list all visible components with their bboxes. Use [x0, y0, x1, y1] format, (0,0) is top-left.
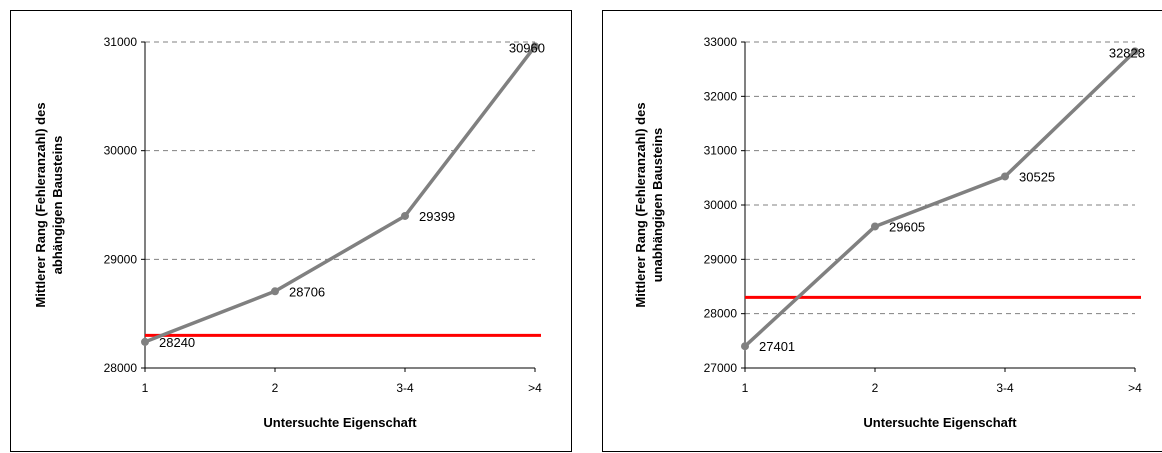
y-tick-label: 27000 [704, 361, 738, 375]
x-tick-label: >4 [528, 381, 542, 395]
data-label: 27401 [759, 339, 795, 354]
data-label: 28240 [159, 335, 195, 350]
series-line [743, 50, 1137, 348]
y-tick-label: 28000 [104, 361, 138, 375]
x-axis-title: Untersuchte Eigenschaft [863, 415, 1017, 430]
data-point [141, 337, 149, 346]
y-axis-title-line: Mittlerer Rang (Fehleranzahl) des [33, 102, 48, 307]
data-point [1001, 172, 1009, 181]
y-tick-label: 31000 [704, 144, 738, 158]
y-tick-label: 31000 [104, 35, 138, 49]
y-tick-label: 28000 [704, 307, 738, 321]
line-chart-right: 27000 28000 29000 30000 31000 32000 33000 1 2 3-4… [633, 35, 1145, 430]
series-line [144, 45, 537, 344]
data-point [1131, 47, 1139, 56]
x-axis-title: Untersuchte Eigenschaft [263, 415, 417, 430]
y-tick-label: 29000 [104, 252, 138, 266]
x-tick-label: 1 [142, 381, 149, 395]
data-point [531, 42, 539, 51]
y-axis-title-line: unabhängigen Bausteins [650, 128, 665, 283]
x-tick-label: >4 [1128, 381, 1142, 395]
data-point [271, 287, 279, 296]
x-tick-label: 1 [742, 381, 749, 395]
data-label: 30525 [1019, 169, 1055, 184]
data-point [871, 222, 879, 231]
y-tick-label: 30000 [104, 144, 138, 158]
data-label: 30960 [509, 40, 545, 55]
chart-panel-right: 27000 28000 29000 30000 31000 32000 33000 1 2 3-4… [602, 10, 1162, 452]
x-tick-label: 3-4 [996, 381, 1014, 395]
data-point [741, 342, 749, 351]
y-axis-title-line: Mittlerer Rang (Fehleranzahl) des [633, 102, 648, 307]
x-tick-label: 2 [872, 381, 879, 395]
y-tick-label: 32000 [704, 89, 738, 103]
data-point [401, 211, 409, 220]
data-label: 29399 [419, 209, 455, 224]
chart-panel-left: 28000 29000 30000 31000 1 2 3-4 >4 28240 28706 293… [10, 10, 572, 452]
data-label: 29605 [889, 219, 925, 234]
x-tick-label: 2 [272, 381, 279, 395]
y-tick-label: 30000 [704, 198, 738, 212]
data-label: 28706 [289, 284, 325, 299]
line-chart-left: 28000 29000 30000 31000 1 2 3-4 >4 28240 28706 293… [33, 35, 545, 430]
y-tick-label: 29000 [704, 252, 738, 266]
y-axis-title-line: abhängigen Bausteins [50, 136, 65, 275]
data-label: 32828 [1109, 45, 1145, 60]
x-tick-label: 3-4 [396, 381, 414, 395]
y-tick-label: 33000 [704, 35, 738, 49]
